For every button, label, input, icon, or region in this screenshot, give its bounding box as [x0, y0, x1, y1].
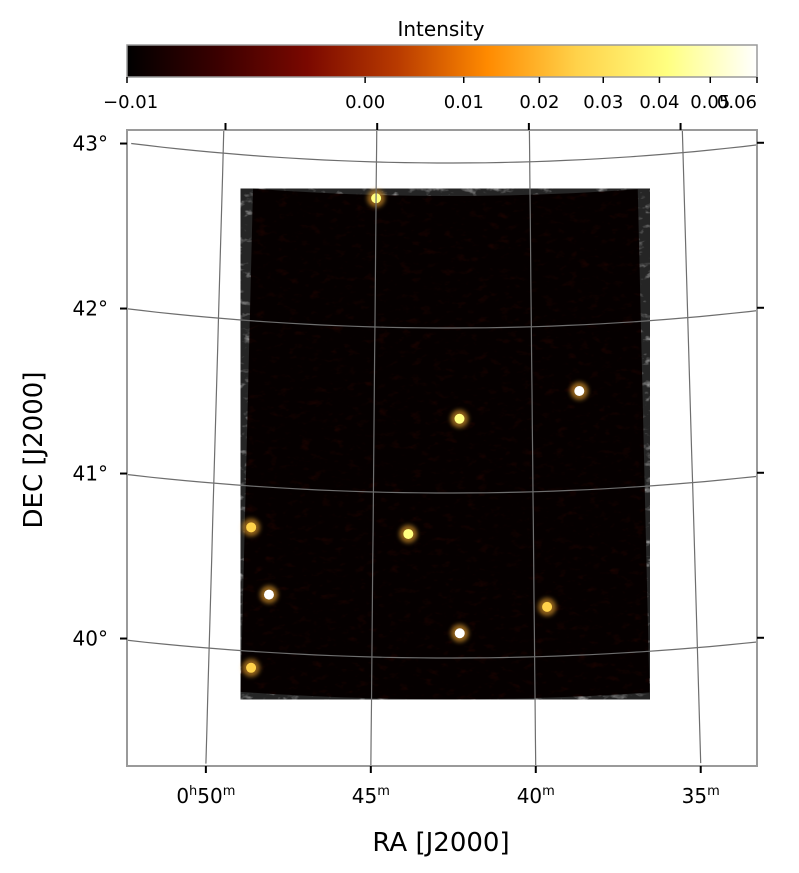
- colorbar-gradient: [126, 44, 758, 78]
- y-axis-ticks: 43° 42° 41° 40°: [73, 132, 764, 651]
- dec-grid-line: [127, 473, 757, 494]
- ra-grid-line: [681, 130, 702, 764]
- bright-source: [450, 624, 469, 643]
- colorbar-tick: 0.06: [717, 77, 758, 113]
- colorbar-tick-label: 0.00: [345, 92, 385, 113]
- dec-grid-line: [127, 639, 757, 659]
- colorbar-tick: 0.03: [583, 77, 623, 113]
- bright-source: [570, 381, 589, 400]
- colorbar-label: Intensity: [397, 17, 484, 41]
- map-texture: [240, 188, 650, 700]
- y-tick: 43°: [73, 132, 764, 156]
- ra-grid-line: [370, 130, 378, 766]
- colorbar-tick: 0.05: [690, 77, 730, 113]
- colorbar: Intensity −0.01 0.00 0.01 0.02 0.03 0.04 0.050…: [103, 17, 758, 113]
- y-tick: 41°: [73, 462, 764, 486]
- colorbar-ticks: −0.01 0.00 0.01 0.02 0.03 0.04 0.050.06: [103, 77, 758, 113]
- colorbar-tick-label: 0.03: [583, 92, 623, 113]
- y-tick-label: 40°: [73, 627, 108, 651]
- map-panel: 43° 42° 41° 40° 0h50m 45m 40m 35m RA [J2000] D…: [19, 123, 764, 858]
- x-axis-ticks: 0h50m 45m 40m 35m: [176, 123, 720, 808]
- dec-grid-line: [131, 142, 757, 164]
- colorbar-tick-label: −0.01: [103, 92, 158, 113]
- x-tick: 0h50m: [176, 123, 235, 808]
- colorbar-tick-label: 0.01: [444, 92, 484, 113]
- x-tick: 40m: [517, 123, 555, 808]
- x-axis-label: RA [J2000]: [372, 828, 509, 858]
- x-tick: 35m: [679, 123, 720, 808]
- colorbar-tick-label: 0.04: [639, 92, 679, 113]
- bright-source: [538, 597, 557, 616]
- colorbar-tick-label: 0.06: [717, 92, 757, 113]
- coordinate-grid: [127, 130, 757, 766]
- intensity-map: [240, 188, 650, 700]
- ra-grid-line: [528, 130, 537, 766]
- y-tick: 40°: [73, 627, 764, 651]
- x-tick-label: 35m: [682, 784, 720, 808]
- colorbar-tick: 0.00: [345, 77, 385, 113]
- ra-grid-line: [205, 130, 225, 764]
- y-tick-label: 43°: [73, 132, 108, 156]
- y-tick: 42°: [73, 297, 764, 321]
- colorbar-tick-label: 0.05: [690, 92, 730, 113]
- colorbar-tick: 0.04: [639, 77, 679, 113]
- bright-source: [242, 518, 261, 537]
- bright-source: [399, 524, 418, 543]
- colorbar-tick-label: 0.02: [519, 92, 559, 113]
- bright-source: [259, 585, 278, 604]
- bright-source: [242, 658, 261, 677]
- y-axis-label: DEC [J2000]: [19, 372, 49, 529]
- dec-grid-line: [127, 308, 757, 329]
- y-tick-label: 41°: [73, 462, 108, 486]
- colorbar-tick: 0.01: [444, 77, 484, 113]
- x-tick-label: 40m: [517, 784, 555, 808]
- x-tick-label: 45m: [352, 784, 390, 808]
- x-tick: 45m: [352, 123, 390, 808]
- colorbar-tick: 0.02: [519, 77, 559, 113]
- bright-source: [450, 409, 469, 428]
- plot-frame: [126, 129, 758, 767]
- x-tick-label: 0h50m: [176, 784, 235, 808]
- y-tick-label: 42°: [73, 297, 108, 321]
- colorbar-tick: −0.01: [103, 77, 158, 113]
